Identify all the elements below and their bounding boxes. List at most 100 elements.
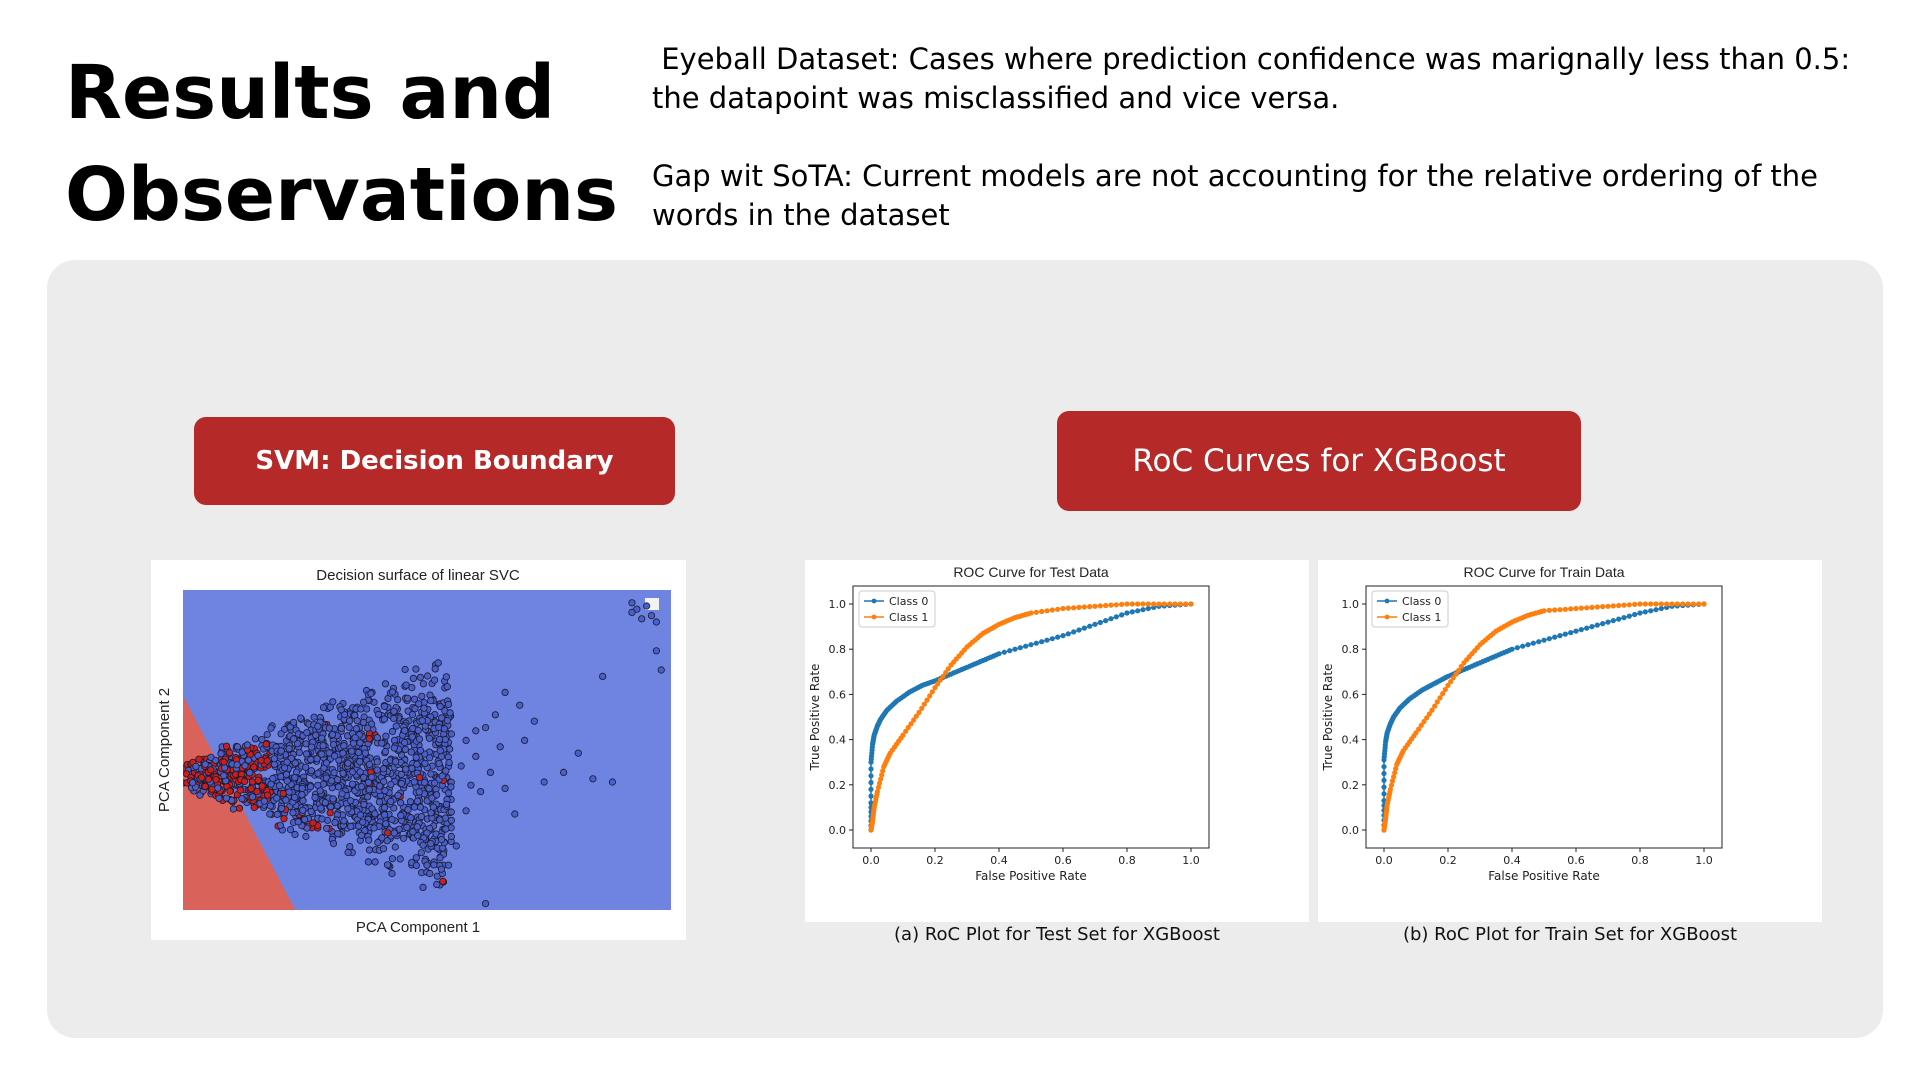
roc-train-series-class-1-point (1440, 691, 1446, 697)
roc-train-series-class-1-point (1448, 679, 1454, 685)
svm-point (402, 765, 410, 773)
roc-test-series-class-1-point (927, 693, 933, 699)
svm-point (330, 769, 338, 777)
svm-point (347, 797, 355, 805)
roc-test-series-class-1-point (1183, 601, 1189, 607)
svm-point (201, 760, 209, 768)
svm-point (436, 702, 444, 711)
roc-train-series-class-0-point (1381, 770, 1387, 777)
roc-train-y-tick-label: 0.6 (1342, 688, 1360, 701)
svm-point (365, 836, 373, 844)
svm-point (276, 821, 284, 829)
svm-point (442, 767, 450, 775)
svm-point (430, 676, 439, 684)
roc-train-series-class-1-point (1393, 766, 1399, 772)
note-gap-with-sota: Gap wit SoTA: Current models are not acc… (652, 159, 1828, 232)
svm-point (376, 782, 384, 790)
svm-decision-boundary-button[interactable]: SVM: Decision Boundary (194, 417, 675, 505)
roc-test-series-class-1-point (1188, 601, 1194, 607)
svm-point (375, 798, 383, 806)
svm-point (430, 779, 439, 787)
svm-point (633, 605, 641, 613)
svm-chart-title: Decision surface of linear SVC (316, 567, 520, 584)
roc-test-series-class-0-point (1033, 640, 1039, 646)
svm-point (404, 806, 412, 814)
caption-train: (b) RoC Plot for Train Set for XGBoost (1402, 924, 1738, 945)
svm-point (560, 768, 568, 776)
svm-point (360, 800, 368, 809)
roc-train-y-label: True Positive Rate (1321, 664, 1335, 772)
roc-test-legend-label: Class 1 (889, 611, 928, 624)
roc-train-series-class-0-point (1546, 636, 1552, 642)
svm-point (243, 741, 252, 749)
svm-button-label: SVM: Decision Boundary (255, 446, 614, 476)
roc-test-series-class-1-point (905, 724, 911, 731)
svm-point (381, 804, 389, 812)
svm-point (270, 755, 279, 763)
svm-point (282, 796, 290, 804)
svm-point (307, 767, 315, 775)
svm-point (247, 785, 255, 793)
svm-point (257, 756, 265, 764)
svm-point (435, 735, 444, 743)
roc-train-chart: ROC Curve for Train Data 0.0 0.2 0.4 0.6 0.8 1… (1321, 564, 1723, 883)
roc-train-legend-marker (1384, 614, 1390, 620)
roc-train-series-class-1-point (1632, 601, 1638, 607)
svm-point (365, 735, 373, 743)
svm-point (314, 722, 322, 730)
svm-point (452, 842, 460, 850)
svm-point (608, 778, 617, 786)
svm-point (344, 848, 352, 856)
roc-train-series-class-1-point (1546, 607, 1552, 613)
svm-point (426, 754, 434, 762)
svm-point (351, 734, 359, 742)
svm-point (628, 608, 636, 617)
roc-test-series-class-1-point (1119, 601, 1125, 607)
svm-point (445, 758, 453, 767)
svm-point (388, 815, 396, 824)
svm-point (403, 823, 411, 831)
roc-train-legend-label: Class 1 (1402, 611, 1441, 624)
svm-point (333, 776, 342, 784)
svm-point (415, 773, 424, 782)
svm-point (353, 717, 361, 725)
roc-test-series-class-1-point (1135, 601, 1141, 607)
roc-test-series-class-0-point (868, 773, 874, 779)
svm-point (266, 810, 274, 818)
svm-point (249, 793, 257, 801)
roc-train-series-class-0-point (1621, 615, 1627, 621)
roc-test-series-class-1-point (1103, 602, 1109, 609)
svm-point (358, 831, 366, 839)
roc-train-series-class-1-point (1584, 605, 1590, 611)
svm-point (254, 776, 262, 784)
roc-train-y-tick-label: 0.4 (1342, 734, 1360, 747)
svm-point (263, 757, 271, 765)
roc-test-series-class-0-point (1039, 639, 1045, 645)
roc-curves-button[interactable]: RoC Curves for XGBoost (1057, 411, 1581, 511)
roc-test-series-class-1-point (1060, 605, 1066, 612)
roc-train-series-class-1-point (1578, 605, 1584, 611)
svm-point (291, 830, 299, 839)
roc-train-series-class-1-point (1442, 686, 1448, 693)
svm-point (357, 705, 365, 713)
svm-point (387, 780, 395, 788)
roc-train-series-class-0-point (1648, 608, 1654, 614)
svm-point (380, 811, 389, 819)
roc-test-series-class-1-point (1071, 605, 1077, 611)
svm-point (379, 765, 388, 773)
svm-point (447, 808, 455, 816)
svm-point (266, 802, 275, 810)
roc-train-legend-label: Class 0 (1402, 595, 1441, 608)
svm-point (374, 710, 383, 718)
roc-train-series-class-1-point (1562, 606, 1568, 612)
svm-point (406, 798, 414, 806)
svm-point (392, 722, 400, 730)
roc-test-series-class-0-point (1007, 648, 1013, 654)
title-line-1: Results and (65, 50, 556, 136)
roc-test-series-class-0-point (1124, 610, 1130, 616)
svm-point (436, 747, 444, 755)
roc-test-series-class-0-point (1119, 612, 1125, 618)
roc-test-series-class-0-point (1097, 619, 1103, 626)
svm-point (289, 809, 297, 817)
svm-point (263, 731, 271, 739)
